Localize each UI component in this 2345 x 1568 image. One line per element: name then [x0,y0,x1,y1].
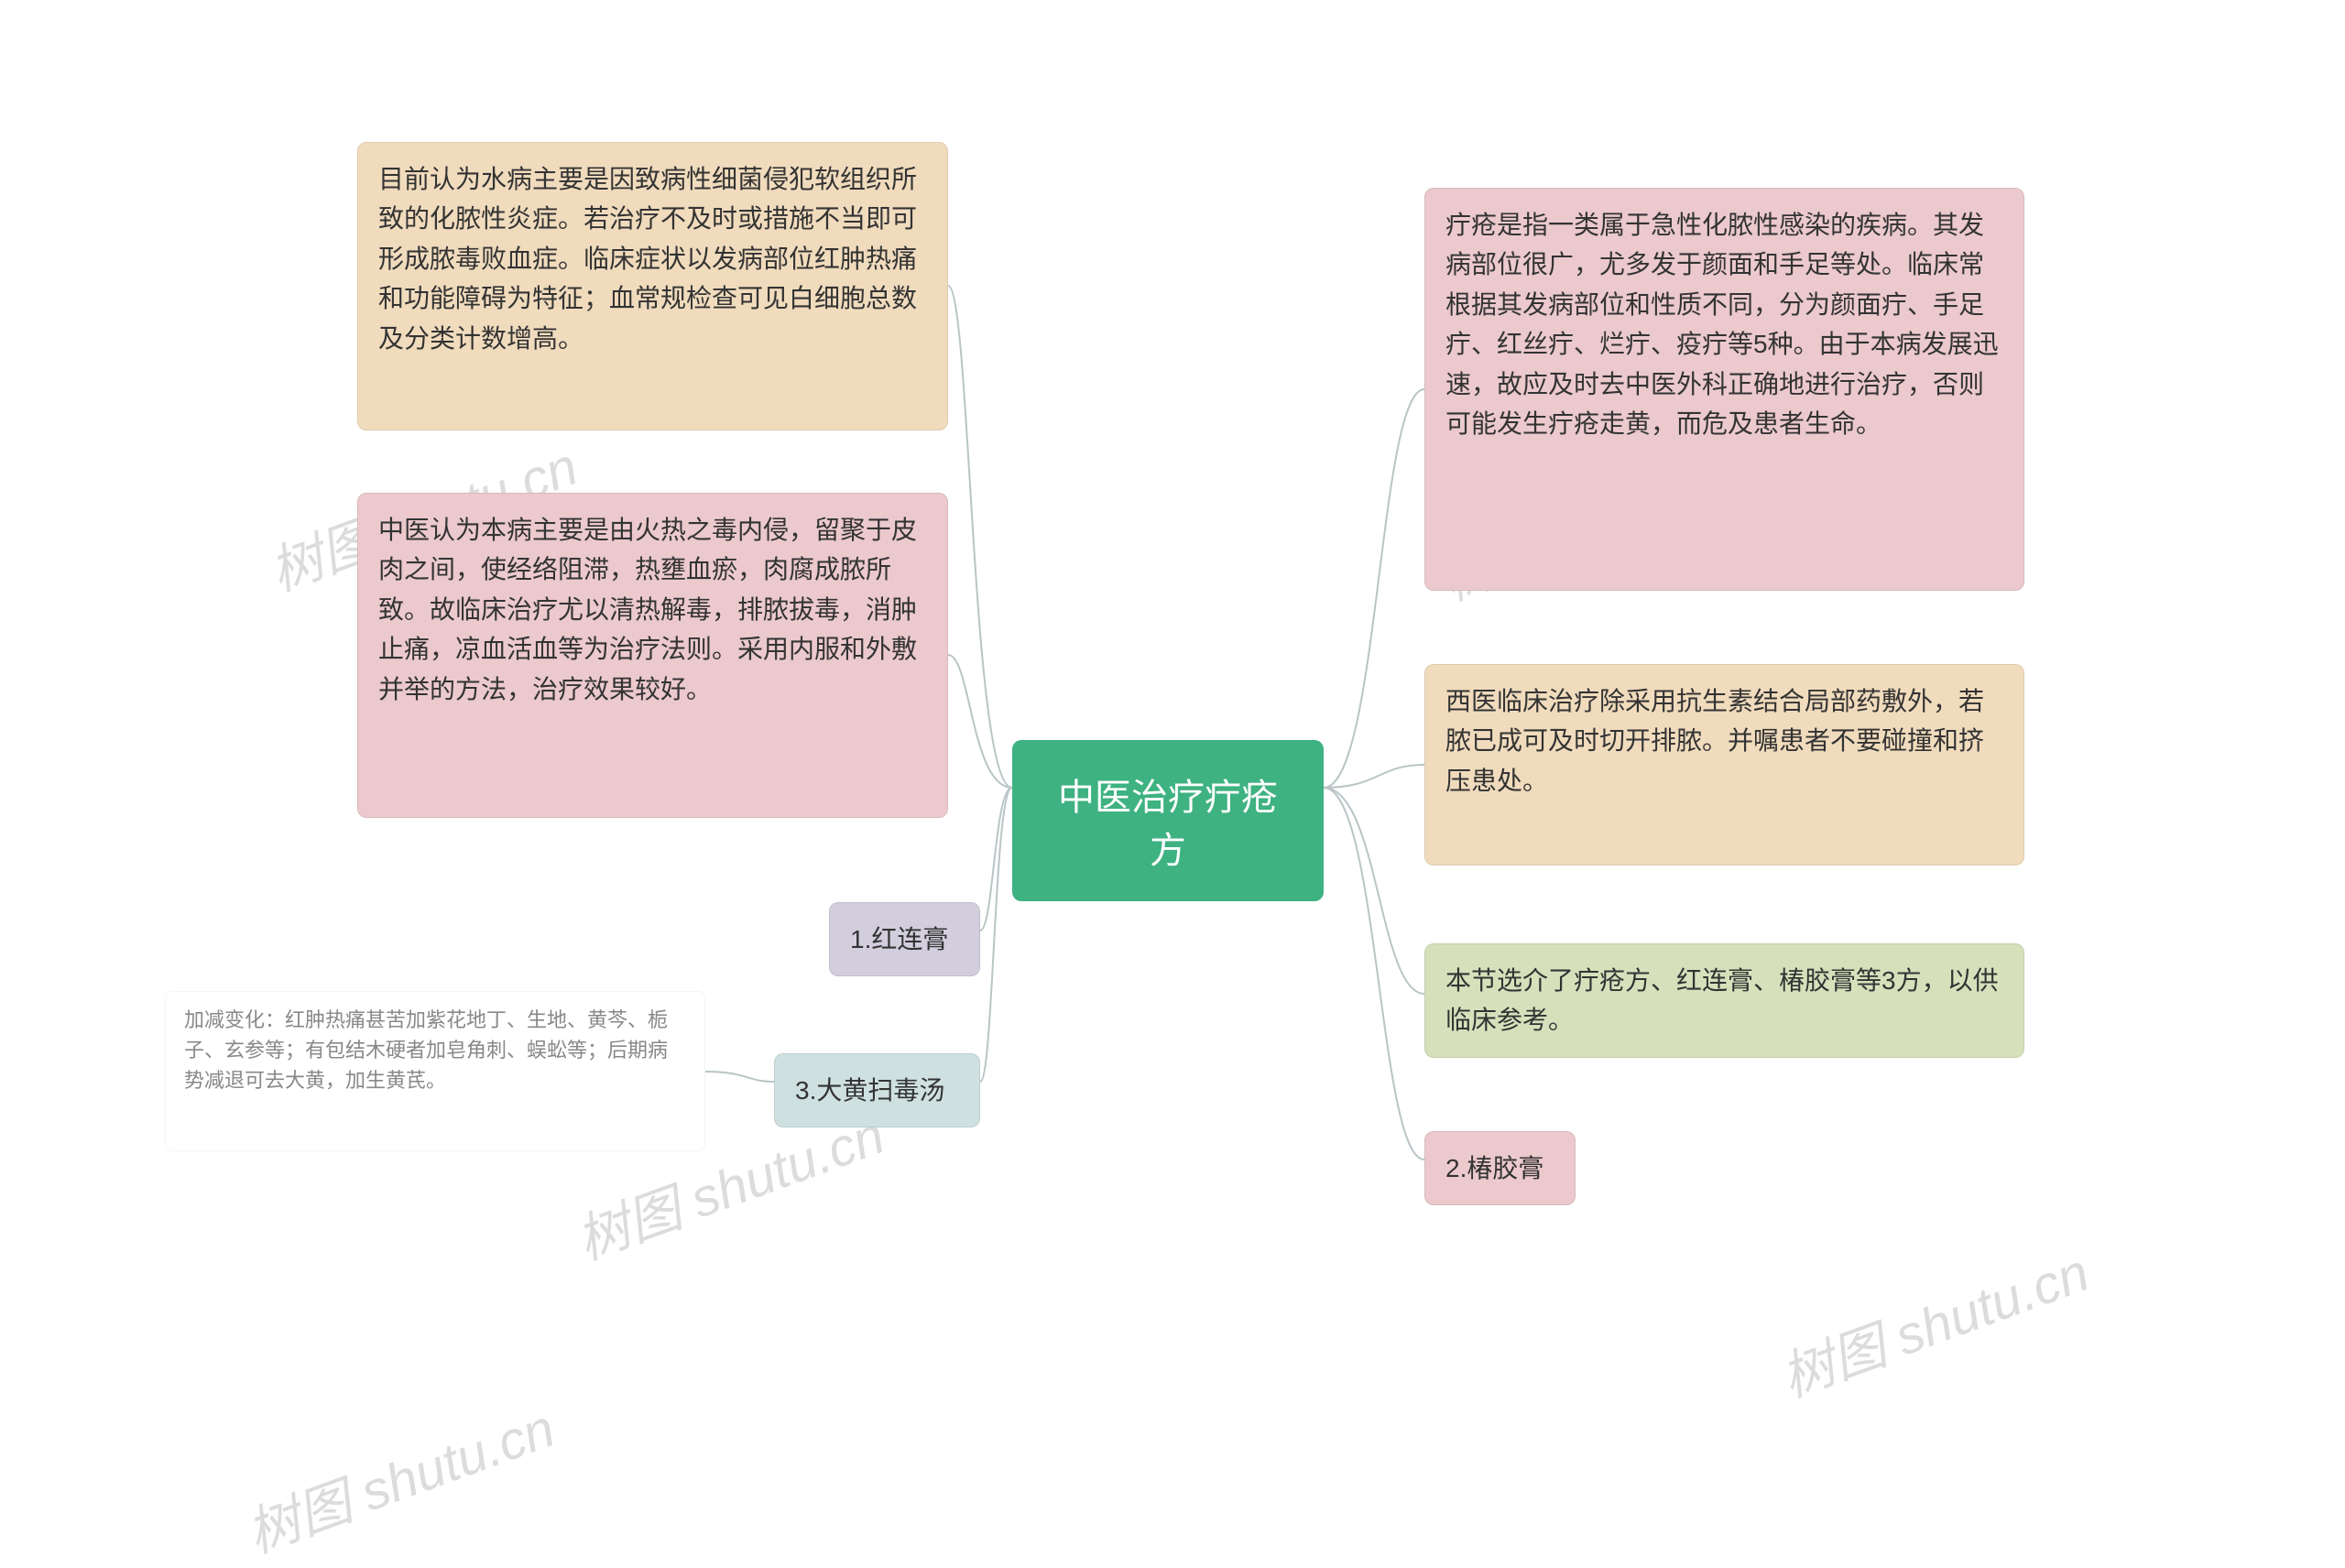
node-text: 3.大黄扫毒汤 [795,1076,944,1105]
node-pathogenesis-western[interactable]: 目前认为水病主要是因致病性细菌侵犯软组织所致的化脓性炎症。若治疗不及时或措施不当… [357,142,948,430]
root-node[interactable]: 中医治疗疔疮方 [1012,740,1324,901]
node-text: 疔疮是指一类属于急性化脓性感染的疾病。其发病部位很广，尤多发于颜面和手足等处。临… [1445,211,1999,438]
root-label: 中医治疗疔疮方 [1058,778,1278,871]
node-text: 2.椿胶膏 [1445,1154,1543,1182]
node-text: 本节选介了疔疮方、红连膏、椿胶膏等3方，以供临床参考。 [1445,966,1999,1034]
node-western-treatment[interactable]: 西医临床治疗除采用抗生素结合局部药敷外，若脓已成可及时切开排脓。并嘱患者不要碰撞… [1424,664,2024,866]
node-text: 目前认为水病主要是因致病性细菌侵犯软组织所致的化脓性炎症。若治疗不及时或措施不当… [378,165,917,353]
node-formula-honglian[interactable]: 1.红连膏 [829,902,980,976]
node-text: 加减变化：红肿热痛甚苦加紫花地丁、生地、黄芩、栀子、玄参等；有包结木硬者加皂角刺… [184,1008,668,1092]
node-disease-definition[interactable]: 疔疮是指一类属于急性化脓性感染的疾病。其发病部位很广，尤多发于颜面和手足等处。临… [1424,188,2024,591]
watermark: 树图 shutu.cn [1769,1229,2098,1411]
node-section-intro[interactable]: 本节选介了疔疮方、红连膏、椿胶膏等3方，以供临床参考。 [1424,943,2024,1058]
node-pathogenesis-tcm[interactable]: 中医认为本病主要是由火热之毒内侵，留聚于皮肉之间，使经络阻滞，热壅血瘀，肉腐成脓… [357,493,948,818]
node-formula-chunjiao[interactable]: 2.椿胶膏 [1424,1131,1576,1205]
node-formula-dahuang-modifications[interactable]: 加减变化：红肿热痛甚苦加紫花地丁、生地、黄芩、栀子、玄参等；有包结木硬者加皂角刺… [165,991,705,1151]
mindmap-canvas: 树图 shutu.cn树图 shutu.cn树图 shutu.cn树图 shut… [0,0,2345,1513]
node-text: 西医临床治疗除采用抗生素结合局部药敷外，若脓已成可及时切开排脓。并嘱患者不要碰撞… [1445,687,1984,795]
watermark: 树图 shutu.cn [234,1385,563,1567]
node-formula-dahuang[interactable]: 3.大黄扫毒汤 [774,1053,980,1127]
node-text: 中医认为本病主要是由火热之毒内侵，留聚于皮肉之间，使经络阻滞，热壅血瘀，肉腐成脓… [378,516,917,703]
node-text: 1.红连膏 [850,925,948,953]
